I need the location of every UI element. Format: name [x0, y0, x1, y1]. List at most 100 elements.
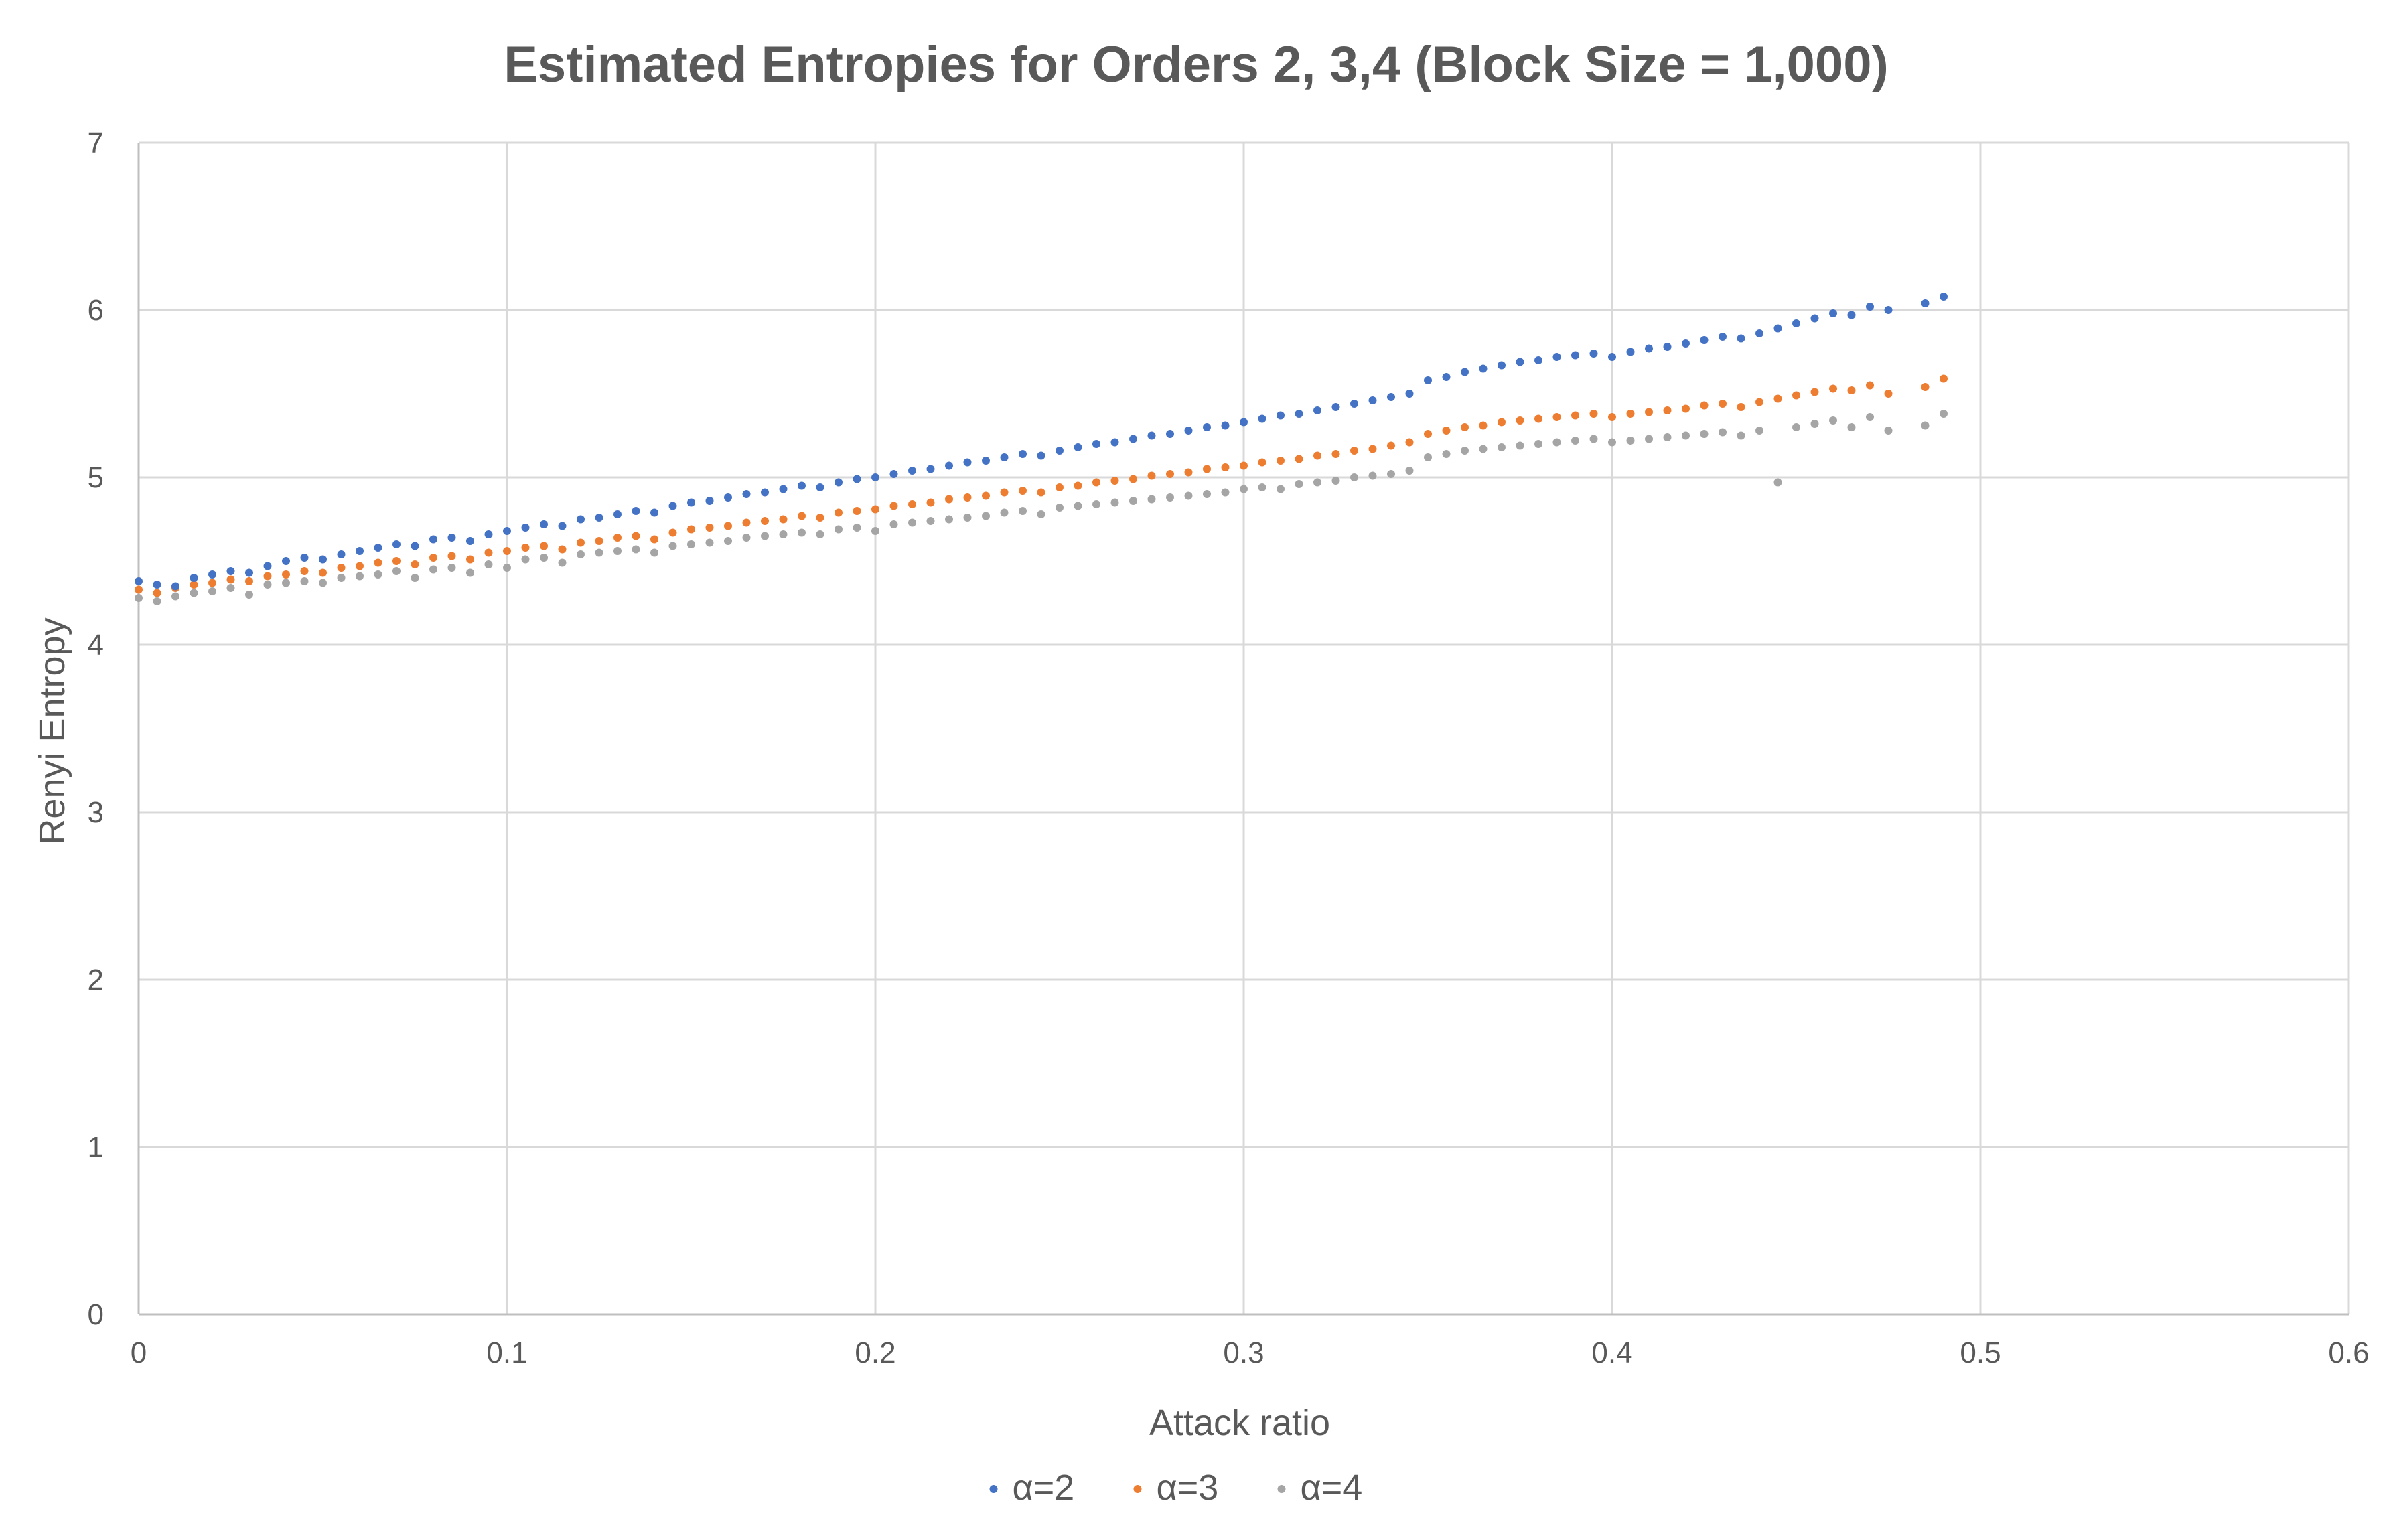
data-point	[263, 581, 272, 589]
data-point	[1498, 443, 1506, 451]
data-point	[1847, 386, 1856, 394]
data-point	[374, 570, 382, 579]
data-point	[835, 478, 843, 487]
data-point	[484, 530, 493, 538]
data-point	[319, 568, 327, 577]
data-point	[503, 547, 511, 555]
data-point	[1240, 461, 1248, 470]
data-point	[816, 483, 824, 491]
data-point	[1424, 430, 1432, 438]
data-point	[208, 570, 216, 579]
data-point	[650, 548, 658, 557]
data-point	[1773, 394, 1782, 403]
data-point	[1608, 438, 1616, 447]
data-point	[926, 465, 935, 473]
data-point	[1792, 319, 1800, 327]
data-point	[963, 514, 972, 522]
data-point	[1737, 403, 1745, 411]
data-point	[1534, 414, 1542, 423]
data-point	[392, 540, 401, 548]
data-point	[1387, 470, 1395, 478]
data-point	[1203, 423, 1211, 431]
data-point	[190, 589, 198, 597]
data-point	[190, 581, 198, 589]
data-point	[503, 564, 511, 572]
data-point	[540, 520, 548, 528]
data-point	[871, 505, 879, 514]
legend-label: α=2	[1013, 1468, 1075, 1508]
data-point	[1074, 502, 1082, 510]
tick-layer: 0 0.1 0.2 0.3 0.4 0.5 0.6 0 1 2 3 4 5 6 7	[88, 127, 2370, 1369]
x-tick-label: 0.4	[1591, 1336, 1632, 1369]
x-tick-label: 0	[131, 1336, 147, 1369]
data-point	[889, 470, 898, 478]
data-point	[411, 560, 419, 568]
data-point	[1277, 485, 1285, 493]
data-point	[1810, 388, 1819, 396]
data-point	[1645, 344, 1653, 353]
data-point	[577, 550, 585, 558]
data-point	[1755, 329, 1763, 337]
data-point	[540, 542, 548, 550]
data-point	[226, 584, 235, 592]
data-point	[963, 458, 972, 467]
data-point	[1755, 427, 1763, 435]
data-point	[521, 555, 530, 564]
data-point	[300, 577, 309, 585]
data-point	[982, 457, 990, 465]
data-point	[1516, 416, 1524, 425]
data-point	[208, 587, 216, 595]
data-point	[447, 534, 456, 542]
data-point	[190, 574, 198, 582]
data-point	[1240, 485, 1248, 493]
series-α=3	[135, 374, 1948, 597]
data-point	[1442, 427, 1451, 435]
data-point	[632, 545, 640, 554]
data-point	[1589, 350, 1598, 358]
data-point	[153, 597, 161, 605]
data-point	[466, 555, 474, 564]
data-point	[1829, 416, 1837, 425]
data-point	[798, 481, 806, 490]
data-point	[356, 547, 364, 555]
data-point	[1571, 437, 1579, 445]
data-point	[1129, 497, 1137, 505]
y-tick-label: 0	[88, 1298, 104, 1331]
data-point	[742, 518, 751, 527]
data-point	[982, 512, 990, 520]
data-point	[503, 527, 511, 535]
data-point	[1387, 441, 1395, 450]
data-point	[558, 545, 567, 554]
data-point	[779, 530, 788, 538]
data-point	[613, 547, 622, 555]
data-point	[577, 515, 585, 524]
data-point	[1773, 324, 1782, 333]
data-point	[1313, 478, 1321, 487]
data-point	[1645, 435, 1653, 443]
data-point	[1277, 457, 1285, 465]
data-point	[1258, 483, 1266, 491]
data-point	[650, 535, 658, 544]
data-point	[705, 524, 714, 532]
data-point	[632, 532, 640, 540]
data-point	[153, 581, 161, 589]
data-point	[245, 577, 253, 585]
data-point	[1166, 430, 1174, 438]
data-point	[1940, 410, 1948, 418]
data-point	[356, 572, 364, 581]
data-point	[1056, 504, 1064, 512]
data-point	[1755, 398, 1763, 406]
data-point	[392, 567, 401, 575]
data-point	[171, 582, 179, 591]
data-point	[300, 567, 309, 575]
data-point	[1147, 495, 1156, 504]
data-point	[411, 542, 419, 550]
data-point	[595, 514, 603, 522]
data-point	[1092, 478, 1100, 487]
data-point	[1866, 303, 1874, 311]
data-point	[282, 579, 290, 587]
data-point	[319, 555, 327, 564]
legend-marker	[1277, 1485, 1286, 1493]
data-point	[1866, 381, 1874, 390]
data-point	[135, 577, 143, 585]
